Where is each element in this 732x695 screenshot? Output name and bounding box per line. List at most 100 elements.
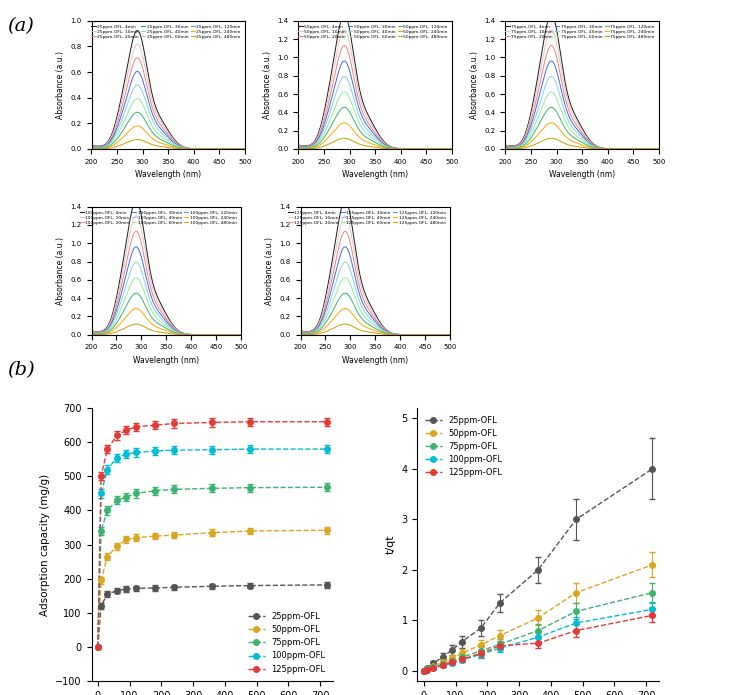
100ppm-OFL, 60min: [196, 331, 205, 339]
25ppm-OFL, 60min: [198, 145, 207, 153]
50ppm-OFL, 240min: [294, 144, 303, 152]
75ppm-OFL, 20min: [547, 42, 556, 50]
Y-axis label: Absorbance (a.u.): Absorbance (a.u.): [265, 237, 274, 304]
100ppm-OFL, 40min: [196, 331, 205, 339]
50ppm-OFL, 20min: [355, 99, 364, 107]
75ppm-OFL, 60min: [547, 88, 556, 96]
100ppm-OFL, 4min: [146, 271, 155, 279]
75ppm-OFL, 240min: [654, 145, 663, 153]
25ppm-OFL, 30min: [105, 138, 114, 146]
100ppm-OFL, 20min: [87, 328, 96, 336]
100ppm-OFL, 10min: [195, 331, 204, 339]
25ppm-OFL, 20min: [198, 145, 207, 153]
25ppm-OFL, 480min: [148, 140, 157, 149]
75ppm-OFL, 20min: [551, 50, 560, 58]
75ppm-OFL, 60min: [598, 145, 607, 153]
X-axis label: Wavelength (nm): Wavelength (nm): [342, 170, 408, 179]
125ppm-OFL, 4min: [445, 331, 454, 339]
125ppm-OFL, 240min: [404, 331, 413, 339]
50ppm-OFL, 60min: [294, 143, 303, 152]
25ppm-OFL, 60min: [105, 140, 114, 149]
25ppm-OFL, 40min: [199, 145, 208, 153]
100ppm-OFL, 240min: [105, 328, 114, 336]
100ppm-OFL, 40min: [87, 329, 96, 337]
Line: 100ppm-OFL, 4min: 100ppm-OFL, 4min: [92, 200, 241, 335]
125ppm-OFL, 40min: [404, 331, 413, 339]
75ppm-OFL, 4min: [598, 144, 607, 152]
75ppm-OFL, 10min: [654, 145, 663, 153]
50ppm-OFL, 20min: [313, 136, 321, 144]
50ppm-OFL, 30min: [340, 57, 348, 65]
75ppm-OFL, 10min: [547, 26, 556, 34]
125ppm-OFL, 20min: [445, 331, 454, 339]
50ppm-OFL, 480min: [355, 140, 364, 148]
75ppm-OFL, 20min: [520, 136, 529, 144]
25ppm-OFL, 60min: [138, 99, 146, 107]
75ppm-OFL, 4min: [520, 133, 529, 141]
100ppm-OFL, 30min: [136, 250, 145, 259]
50ppm-OFL, 4min: [405, 145, 414, 153]
100ppm-OFL, 240min: [146, 319, 155, 327]
75ppm-OFL, 40min: [654, 145, 663, 153]
50ppm-OFL, 240min: [405, 145, 414, 153]
25ppm-OFL, 480min: [138, 136, 146, 145]
75ppm-OFL, 40min: [501, 142, 510, 151]
25ppm-OFL, 120min: [132, 108, 141, 117]
50ppm-OFL, 30min: [345, 64, 354, 72]
100ppm-OFL, 480min: [236, 331, 245, 339]
125ppm-OFL, 120min: [340, 289, 349, 297]
25ppm-OFL, 40min: [148, 116, 157, 124]
Line: 75ppm-OFL, 30min: 75ppm-OFL, 30min: [506, 61, 659, 149]
50ppm-OFL, 120min: [447, 145, 456, 153]
100ppm-OFL, 60min: [132, 274, 141, 282]
125ppm-OFL, 480min: [390, 331, 399, 339]
75ppm-OFL, 120min: [520, 141, 529, 149]
50ppm-OFL, 480min: [405, 145, 414, 153]
100ppm-OFL, 4min: [87, 327, 96, 335]
Legend: 50ppm-OFL, 4min, 50ppm-OFL, 10min, 50ppm-OFL, 20min, 50ppm-OFL, 30min, 50ppm-OFL: 50ppm-OFL, 4min, 50ppm-OFL, 10min, 50ppm…: [296, 23, 449, 41]
75ppm-OFL, 240min: [551, 121, 560, 129]
Line: 50ppm-OFL, 480min: 50ppm-OFL, 480min: [299, 138, 452, 149]
25ppm-OFL, 40min: [138, 86, 146, 95]
125ppm-OFL, 30min: [314, 322, 323, 331]
25ppm-OFL, 4min: [132, 26, 141, 35]
75ppm-OFL, 40min: [562, 113, 571, 121]
50ppm-OFL, 40min: [391, 145, 400, 153]
Line: 125ppm-OFL, 4min: 125ppm-OFL, 4min: [301, 200, 449, 335]
75ppm-OFL, 120min: [612, 145, 621, 153]
100ppm-OFL, 40min: [195, 331, 204, 339]
125ppm-OFL, 4min: [404, 331, 413, 339]
Line: 100ppm-OFL, 480min: 100ppm-OFL, 480min: [92, 324, 241, 335]
50ppm-OFL, 30min: [447, 145, 456, 153]
Line: 125ppm-OFL, 40min: 125ppm-OFL, 40min: [301, 262, 449, 335]
100ppm-OFL, 40min: [146, 298, 155, 306]
Line: 125ppm-OFL, 60min: 125ppm-OFL, 60min: [301, 278, 449, 335]
Legend: 25ppm-OFL, 4min, 25ppm-OFL, 10min, 25ppm-OFL, 20min, 25ppm-OFL, 30min, 25ppm-OFL: 25ppm-OFL, 4min, 25ppm-OFL, 10min, 25ppm…: [89, 23, 242, 41]
125ppm-OFL, 4min: [405, 331, 414, 339]
Legend: 125ppm-OFL, 4min, 125ppm-OFL, 10min, 125ppm-OFL, 20min, 125ppm-OFL, 30min, 125pp: 125ppm-OFL, 4min, 125ppm-OFL, 10min, 125…: [286, 209, 447, 227]
50ppm-OFL, 4min: [313, 133, 321, 141]
25ppm-OFL, 120min: [148, 129, 157, 137]
125ppm-OFL, 120min: [314, 327, 323, 335]
50ppm-OFL, 20min: [447, 145, 456, 153]
50ppm-OFL, 20min: [406, 145, 415, 153]
50ppm-OFL, 240min: [345, 121, 354, 129]
100ppm-OFL, 120min: [236, 331, 245, 339]
75ppm-OFL, 10min: [501, 142, 510, 150]
75ppm-OFL, 480min: [501, 145, 510, 153]
100ppm-OFL, 60min: [236, 331, 245, 339]
50ppm-OFL, 40min: [294, 142, 303, 151]
100ppm-OFL, 20min: [146, 285, 155, 293]
100ppm-OFL, 480min: [105, 329, 114, 338]
25ppm-OFL, 20min: [138, 61, 146, 70]
125ppm-OFL, 240min: [345, 306, 354, 315]
125ppm-OFL, 40min: [314, 324, 323, 332]
125ppm-OFL, 240min: [356, 319, 365, 327]
75ppm-OFL, 4min: [654, 145, 663, 153]
75ppm-OFL, 40min: [551, 79, 560, 87]
75ppm-OFL, 240min: [520, 142, 529, 151]
75ppm-OFL, 10min: [613, 145, 621, 153]
125ppm-OFL, 10min: [340, 212, 349, 220]
75ppm-OFL, 20min: [654, 145, 663, 153]
125ppm-OFL, 240min: [390, 330, 399, 338]
